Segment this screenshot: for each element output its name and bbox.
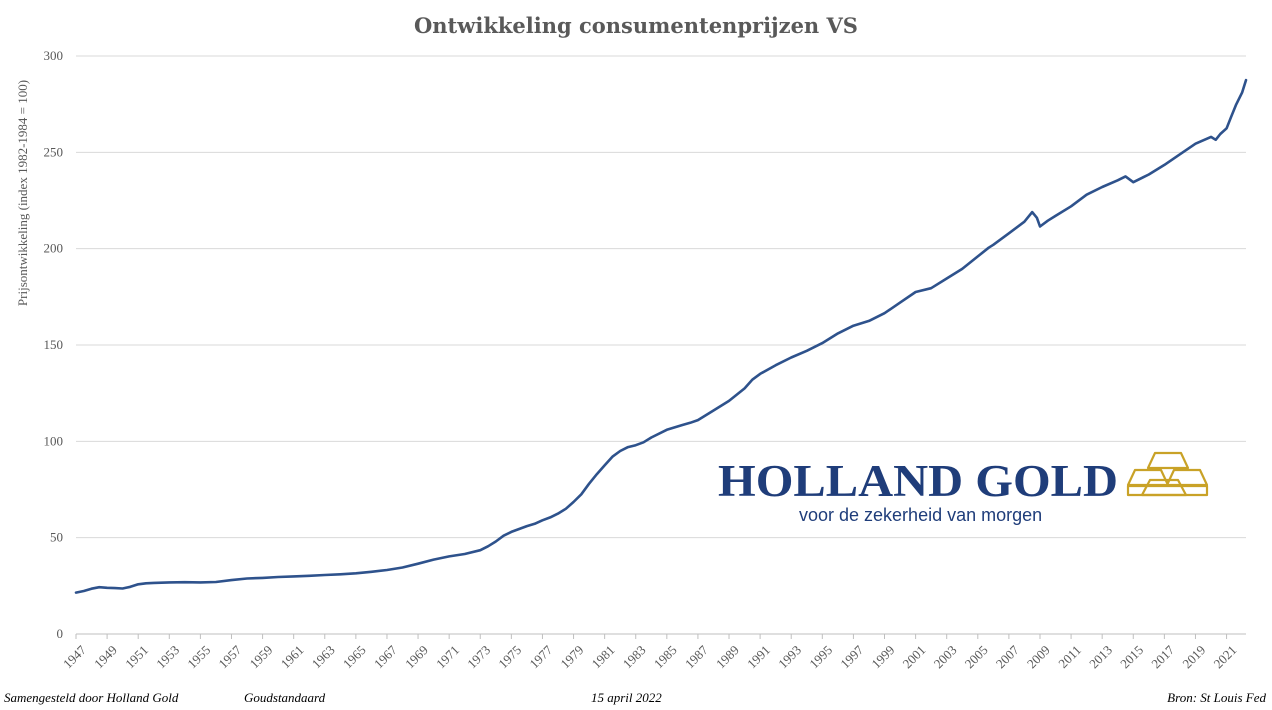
x-tick-label: 1987 [682,642,711,671]
x-tick-label: 1953 [153,642,182,671]
chart-title: Ontwikkeling consumentenprijzen VS [414,13,858,38]
x-tick-label: 1991 [744,642,773,671]
x-tick-label: 1977 [526,642,555,671]
x-tick-label: 1971 [433,642,462,671]
gridlines [76,55,1246,635]
x-axis-ticks: 1947 1949 1951 1953 1955 1957 1959 1961 1963 1965… [60,634,1239,671]
x-tick-label: 1969 [402,642,431,671]
x-tick-label: 1965 [340,642,369,671]
x-tick-label: 1993 [775,642,804,671]
x-tick-label: 1983 [620,642,649,671]
x-tick-label: 2017 [1148,642,1177,671]
footer-source: Bron: St Louis Fed [1167,690,1266,705]
logo-tagline: voor de zekerheid van morgen [799,505,1042,525]
x-tick-label: 2007 [993,642,1022,671]
footer-date: 15 april 2022 [591,690,662,705]
y-tick-label: 100 [44,433,64,448]
x-tick-label: 1955 [184,642,213,671]
y-tick-label: 150 [44,337,64,352]
x-tick-label: 1981 [589,642,618,671]
series-line-0 [74,78,1248,594]
x-tick-label: 2003 [931,642,960,671]
y-axis-ticks: 0 50 100 150 200 250 300 [44,48,64,641]
y-tick-label: 0 [57,626,64,641]
y-tick-label: 250 [44,144,64,159]
x-tick-label: 2015 [1117,642,1146,671]
x-tick-label: 2021 [1210,642,1239,671]
footer-compiled-by: Samengesteld door Holland Gold [4,690,179,705]
x-tick-label: 1961 [278,642,307,671]
y-tick-label: 300 [44,48,64,63]
x-tick-label: 1949 [91,642,120,671]
holland-gold-logo: HOLLAND GOLD voor de zekerheid van morge… [718,451,1209,525]
y-axis-label: Prijsontwikkeling (index 1982-1984 = 100… [15,80,30,306]
x-tick-label: 1973 [464,642,493,671]
x-tick-label: 2009 [1024,642,1053,671]
x-tick-label: 1959 [246,642,275,671]
y-tick-label: 200 [44,241,64,256]
x-tick-label: 1985 [651,642,680,671]
x-tick-label: 2011 [1055,642,1084,671]
x-tick-label: 2005 [962,642,991,671]
x-tick-label: 2019 [1179,642,1208,671]
x-tick-label: 1997 [837,642,866,671]
x-tick-label: 1975 [495,642,524,671]
gold-bars-icon [1126,451,1209,497]
x-tick-label: 1995 [806,642,835,671]
x-tick-label: 1957 [215,642,244,671]
x-tick-label: 1989 [713,642,742,671]
footer-goudstandaard: Goudstandaard [244,690,326,705]
x-tick-label: 2001 [900,642,929,671]
x-tick-label: 1967 [371,642,400,671]
x-tick-label: 1979 [557,642,586,671]
x-tick-label: 1951 [122,642,151,671]
logo-wordmark: HOLLAND GOLD [718,456,1118,506]
series-layer [74,78,1248,594]
x-tick-label: 1963 [309,642,338,671]
x-tick-label: 1999 [868,642,897,671]
y-tick-label: 50 [50,530,63,545]
x-tick-label: 2013 [1086,642,1115,671]
x-tick-label: 1947 [60,642,89,671]
